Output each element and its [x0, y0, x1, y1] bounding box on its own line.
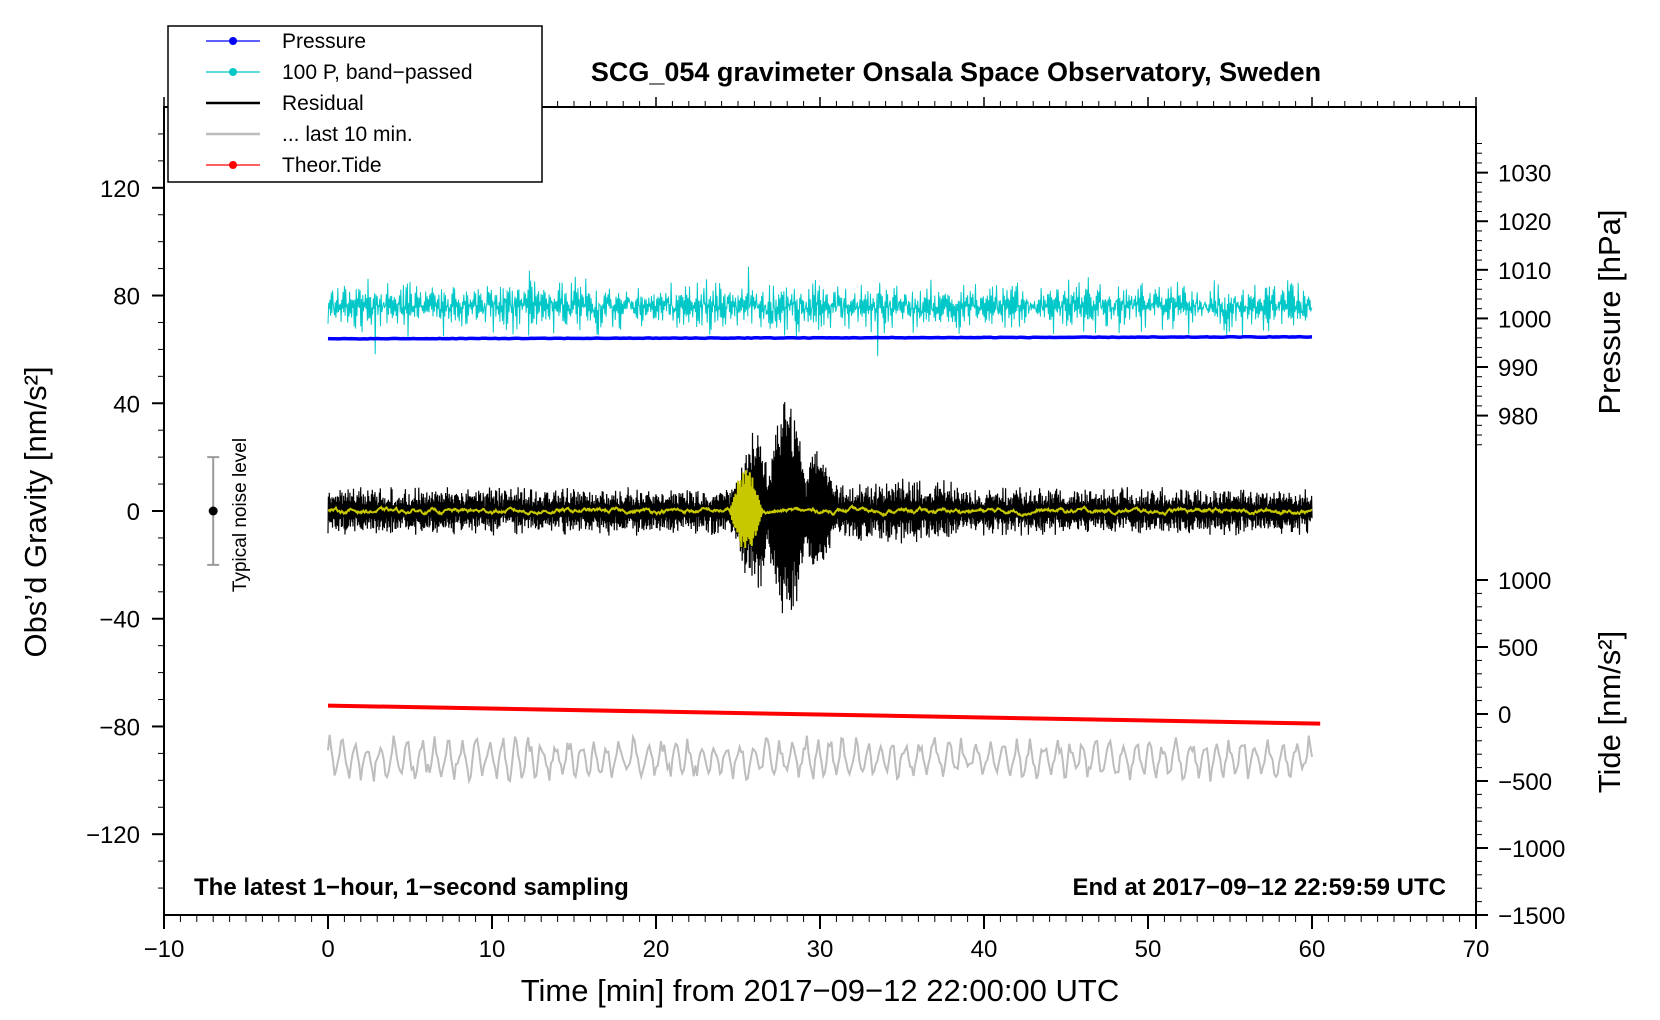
pressure-tick-label: 1030: [1498, 161, 1551, 188]
y-tick-label: −80: [99, 714, 140, 741]
footer-end-time: End at 2017−09−12 22:59:59 UTC: [1072, 874, 1446, 901]
series-residual: [327, 402, 1313, 614]
legend-label: Pressure: [282, 30, 366, 53]
legend: Pressure 100 P, band−passed Residual ... la…: [167, 25, 543, 183]
legend-marker: [229, 161, 237, 169]
x-tick-label: 20: [643, 936, 670, 963]
x-tick-label: 0: [321, 936, 334, 963]
legend-marker: [229, 37, 237, 45]
footer-sampling-note: The latest 1−hour, 1−second sampling: [194, 874, 629, 901]
x-tick-label: 70: [1463, 936, 1490, 963]
legend-label: Residual: [282, 92, 364, 115]
y-tick-label: −120: [86, 822, 140, 849]
legend-label: ... last 10 min.: [282, 123, 413, 146]
tide-tick-label: 0: [1498, 702, 1511, 729]
tide-tick-label: −500: [1498, 769, 1552, 796]
x-axis-title: Time [min] from 2017−09−12 22:00:00 UTC: [521, 973, 1120, 1008]
tide-tick-label: 1000: [1498, 568, 1551, 595]
x-axis: −10 0 10 20 30 40 50 60 70: [144, 97, 1490, 963]
y-axis-title-tide: Tide [nm/s²]: [1592, 631, 1627, 794]
pressure-tick-label: 980: [1498, 404, 1538, 431]
y-axis-title-pressure: Pressure [hPa]: [1592, 209, 1627, 414]
legend-marker: [229, 68, 237, 76]
y-tick-label: −40: [99, 607, 140, 634]
pressure-tick-label: 990: [1498, 355, 1538, 382]
series-pressure: [327, 334, 1313, 341]
y-tick-label: 40: [113, 391, 140, 418]
tide-tick-label: 500: [1498, 635, 1538, 662]
chart-title: SCG_054 gravimeter Onsala Space Observat…: [591, 57, 1321, 87]
y-tick-label: 80: [113, 284, 140, 311]
series-pressure-band-passed: [327, 266, 1313, 357]
noise-level-label: Typical noise level: [230, 438, 251, 592]
y-axis-gravity: −120 −80 −40 0 40 80 120: [86, 133, 164, 889]
tide-tick-label: −1500: [1498, 903, 1565, 930]
y-axis-pressure: 980 990 1000 1010 1020 1030: [1476, 142, 1551, 446]
y-axis-tide: −1500 −1000 −500 0 500 1000: [1476, 568, 1565, 930]
legend-label: Theor.Tide: [282, 154, 382, 177]
pressure-tick-label: 1020: [1498, 209, 1551, 236]
series-theoretical-tide: [327, 703, 1321, 726]
x-tick-label: 60: [1299, 936, 1326, 963]
x-tick-label: 10: [479, 936, 506, 963]
series-residual-smoothed: [327, 470, 1313, 549]
noise-center-point: [208, 506, 218, 516]
pressure-tick-label: 1000: [1498, 306, 1551, 333]
tide-tick-label: −1000: [1498, 836, 1565, 863]
x-tick-label: 40: [971, 936, 998, 963]
y-axis-title-gravity: Obs’d Gravity [nm/s²]: [18, 366, 53, 657]
pressure-tick-label: 1010: [1498, 258, 1551, 285]
noise-level-indicator: Typical noise level: [207, 438, 251, 592]
series-layer: [327, 266, 1321, 785]
y-tick-label: 120: [100, 176, 140, 203]
series-last-10-min: [327, 733, 1313, 785]
legend-label: 100 P, band−passed: [282, 61, 473, 84]
x-tick-label: 50: [1135, 936, 1162, 963]
x-tick-label: −10: [144, 936, 185, 963]
x-tick-label: 30: [807, 936, 834, 963]
y-tick-label: 0: [127, 499, 140, 526]
